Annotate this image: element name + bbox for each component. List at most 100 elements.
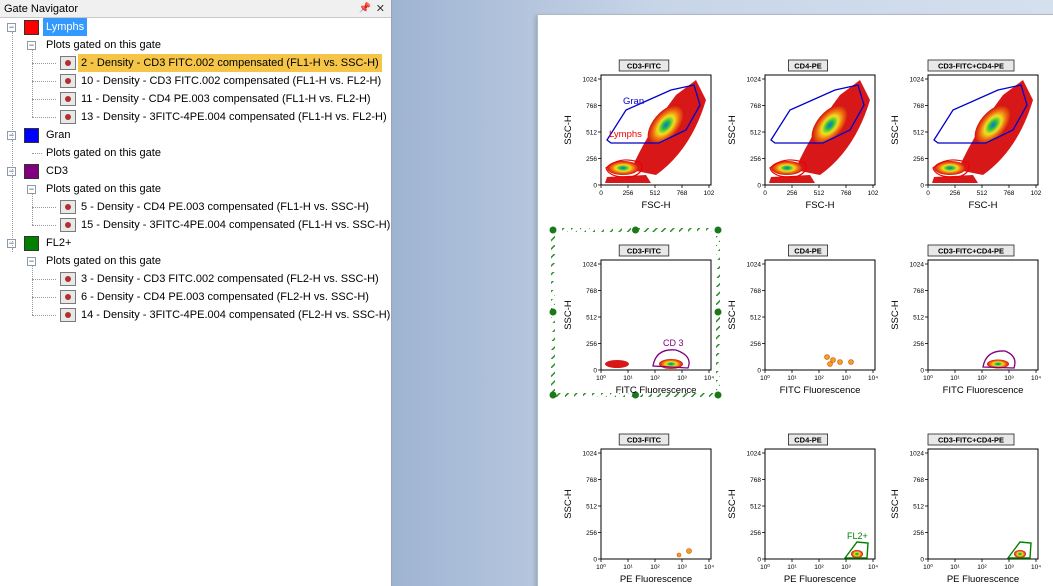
resize-handle[interactable] [714,226,722,234]
x-tick-label: 102 [1031,190,1042,197]
gate-label[interactable]: CD3 [46,165,69,177]
density-point [827,361,833,367]
x-axis-label: FSC-H [805,200,834,211]
plot-label[interactable]: 10 - Density - CD3 FITC.002 compensated … [81,75,382,87]
collapse-toggle-icon[interactable]: − [27,40,36,50]
plot-panel[interactable]: CD3-FITC 0 256 512 768 1024 SSC-H 10⁰ 10¹ 10² 10³ 1… [563,433,714,585]
x-tick-label: 0 [599,190,603,197]
gran-gate-outline[interactable] [770,84,865,144]
plot-title-box [927,433,1015,446]
plot-panel[interactable]: CD3-FITC+CD4-PE 0 256 512 768 1024 SSC-H 10⁰ 10¹… [890,244,1041,396]
collapse-toggle-icon[interactable]: − [7,130,16,140]
y-axis-label: SSC-H [890,300,901,330]
plot-title: CD4-PE [794,247,822,256]
resize-handle[interactable] [549,308,557,316]
resize-handle[interactable] [714,391,722,399]
plot-area[interactable] [764,448,876,560]
plot-label[interactable]: 11 - Density - CD4 PE.003 compensated (F… [81,93,371,105]
x-tick-label: 10⁰ [596,374,606,382]
plot-label[interactable]: 2 - Density - CD3 FITC.002 compensated (… [78,54,382,72]
x-tick-label: 10⁰ [923,563,933,571]
gran-gate-outline[interactable] [606,84,701,144]
resize-handle[interactable] [549,226,557,234]
tree-connector [32,207,56,208]
plot-panel[interactable]: CD3-FITC 0 256 512 768 1024 SSC-H 0 256 512 768 102… [563,59,715,211]
plot-panel[interactable]: CD3-FITC 0 256 512 768 1024 SSC-H 10⁰ 10¹ 10² 10³ 1… [549,226,722,399]
gate-row[interactable]: − Lymphs [0,18,390,36]
density-core [811,104,849,146]
x-tick-label: 10⁴ [704,564,714,571]
plot-area[interactable] [600,448,712,560]
lymphs-gate-outline[interactable] [605,159,643,178]
fl2-gate-outline[interactable] [843,541,869,559]
y-tick-label: 1024 [910,451,925,458]
cd3-gate-outline[interactable] [982,350,1016,369]
y-tick-label: 512 [586,504,597,511]
plot-label[interactable]: 3 - Density - CD3 FITC.002 compensated (… [81,273,379,285]
gate-label[interactable]: Lymphs [43,18,88,36]
x-tick-label: 256 [950,190,961,197]
y-tick-label: 256 [750,530,761,537]
gate-row[interactable]: − Gran [0,126,390,144]
plot-area[interactable] [600,259,712,371]
gate-row[interactable]: − FL2+ [0,234,390,252]
gran-gate-outline[interactable] [933,84,1028,144]
x-tick-label: 512 [977,190,988,197]
plot-title-box [787,59,828,72]
plot-area[interactable] [764,259,876,371]
x-tick-label: 10² [814,375,824,382]
plot-panel[interactable]: CD3-FITC+CD4-PE 0 256 512 768 1024 SSC-H 10⁰ 10¹… [890,433,1041,585]
plot-area[interactable] [927,448,1039,560]
plot-panel[interactable]: CD4-PE 0 256 512 768 1024 SSC-H 0 256 512 768 102 FS… [727,59,879,211]
x-tick-label: 10³ [1004,564,1014,571]
density-core [851,550,863,558]
resize-handle[interactable] [632,391,639,399]
gate-color-swatch [24,236,39,251]
plot-label[interactable]: 6 - Density - CD4 PE.003 compensated (FL… [81,291,369,303]
gate-label[interactable]: FL2+ [46,237,72,249]
collapse-toggle-icon[interactable]: − [7,166,16,176]
resize-handle[interactable] [549,391,557,399]
layout-page[interactable]: CD3-FITC 0 256 512 768 1024 SSC-H 0 256 512 768 102… [537,14,1053,586]
plot-label[interactable]: 5 - Density - CD4 PE.003 compensated (FL… [81,201,369,213]
collapse-toggle-icon[interactable]: − [7,238,16,248]
density-point [830,357,836,363]
x-tick-label: 10² [650,375,660,382]
pin-icon[interactable]: 📌 [358,3,371,14]
resize-handle[interactable] [714,308,722,316]
y-tick-label: 1024 [747,77,762,84]
layout-canvas[interactable]: CD3-FITC 0 256 512 768 1024 SSC-H 0 256 512 768 102… [392,0,1053,586]
x-tick-label: 10⁰ [596,563,606,571]
gate-row[interactable]: − CD3 [0,162,390,180]
plot-panel[interactable]: CD4-PE 0 256 512 768 1024 SSC-H 10⁰ 10¹ 10² 10³ 10⁴… [727,244,878,396]
collapse-toggle-icon[interactable]: − [7,22,16,32]
cd3-gate-outline[interactable] [652,349,690,369]
x-tick-label: 10¹ [950,375,960,382]
plot-panel[interactable]: CD3-FITC+CD4-PE 0 256 512 768 1024 SSC-H 0 256 51… [890,59,1042,211]
y-tick-label: 0 [593,368,597,375]
collapse-toggle-icon[interactable]: − [27,256,36,266]
y-tick-label: 256 [586,156,597,163]
plot-label[interactable]: 14 - Density - 3FITC-4PE.004 compensated… [81,309,391,321]
x-tick-label: 10⁴ [868,375,878,382]
y-tick-label: 256 [586,341,597,348]
y-tick-label: 256 [586,530,597,537]
density-plot-icon [60,290,76,304]
close-icon[interactable]: ✕ [375,3,385,15]
plot-area[interactable] [927,259,1039,371]
tree-connector [32,50,33,117]
fl2-gate-outline[interactable] [1006,541,1032,559]
lymphs-gate-outline[interactable] [769,159,807,178]
resize-handle[interactable] [632,226,639,234]
y-tick-label: 512 [750,130,761,137]
collapse-toggle-icon[interactable]: − [27,184,36,194]
plot-title: CD3-FITC [627,62,662,71]
y-tick-label: 1024 [910,77,925,84]
lymphs-gate-outline[interactable] [932,159,970,178]
tree-connector [32,81,56,82]
gate-label[interactable]: Gran [46,129,71,141]
plot-label[interactable]: 13 - Density - 3FITC-4PE.004 compensated… [81,111,387,123]
y-axis-label: SSC-H [563,489,574,519]
plot-label[interactable]: 15 - Density - 3FITC-4PE.004 compensated… [81,219,391,231]
plot-panel[interactable]: CD4-PE 0 256 512 768 1024 SSC-H 10⁰ 10¹ 10² 10³ 10⁴… [727,433,878,585]
